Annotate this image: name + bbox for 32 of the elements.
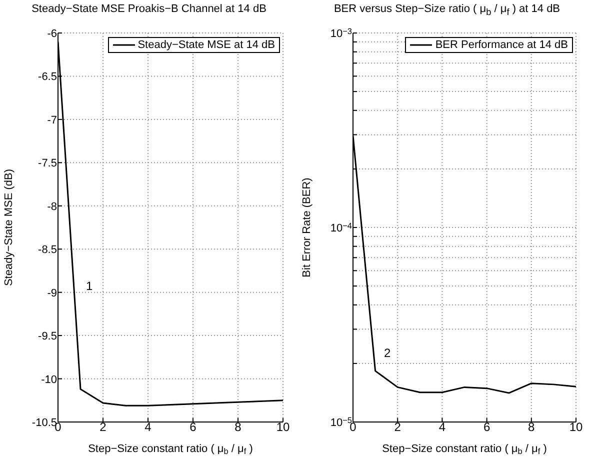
legend-label: BER Performance at 14 dB (435, 39, 568, 51)
x-tick-label: 10 (276, 420, 290, 434)
y-tick-label: -6 (47, 28, 57, 40)
x-tick-label: 6 (483, 420, 490, 434)
y-tick-label: -8 (47, 200, 57, 213)
chart-title: BER versus Step−Size ratio ( μ$_{b}$ / μ$_{f}$ ) at 14 dB (332, 3, 562, 18)
x-tick-label: 4 (438, 420, 446, 434)
x-tick-label: 2 (394, 420, 402, 434)
chart-title: Steady−State MSE Proakis−B Channel at 14 dB (30, 3, 268, 15)
y-axis-title: Steady−State MSE (dB) (3, 168, 15, 286)
y-tick-label: -10 (41, 374, 57, 386)
x-axis-title: Step−Size constant ratio ( μ$_{b}$ / μ$_{f}$ ) (382, 443, 547, 456)
legend-label: Steady−State MSE at 14 dB (138, 39, 275, 51)
x-axis-title: Step−Size constant ratio ( μ$_{b}$ / μ$_{f}$ ) (88, 443, 253, 456)
x-tick-label: 10 (569, 420, 583, 434)
y-tick-label: -6.5 (38, 71, 57, 84)
y-tick-label: -8.5 (38, 244, 57, 256)
annotation: 1 (86, 279, 93, 293)
x-tick-label: 6 (190, 420, 197, 434)
y-axis-title: Bit Error Rate (BER) (301, 178, 313, 278)
y-tick-label: -9 (47, 287, 57, 300)
x-tick-label: 2 (100, 420, 107, 434)
annotation: 2 (384, 346, 391, 360)
y-tick-label: -7 (47, 114, 57, 126)
x-tick-label: 8 (528, 420, 536, 434)
x-tick-label: 8 (234, 420, 242, 434)
y-tick-label: -7.5 (38, 158, 57, 170)
x-tick-label: 4 (144, 420, 152, 434)
x-tick-label: 0 (54, 420, 62, 434)
y-tick-label: 10$^{−4}$ (330, 221, 352, 234)
y-tick-label: -9.5 (38, 330, 57, 343)
y-tick-label: 10$^{−3}$ (330, 26, 352, 40)
